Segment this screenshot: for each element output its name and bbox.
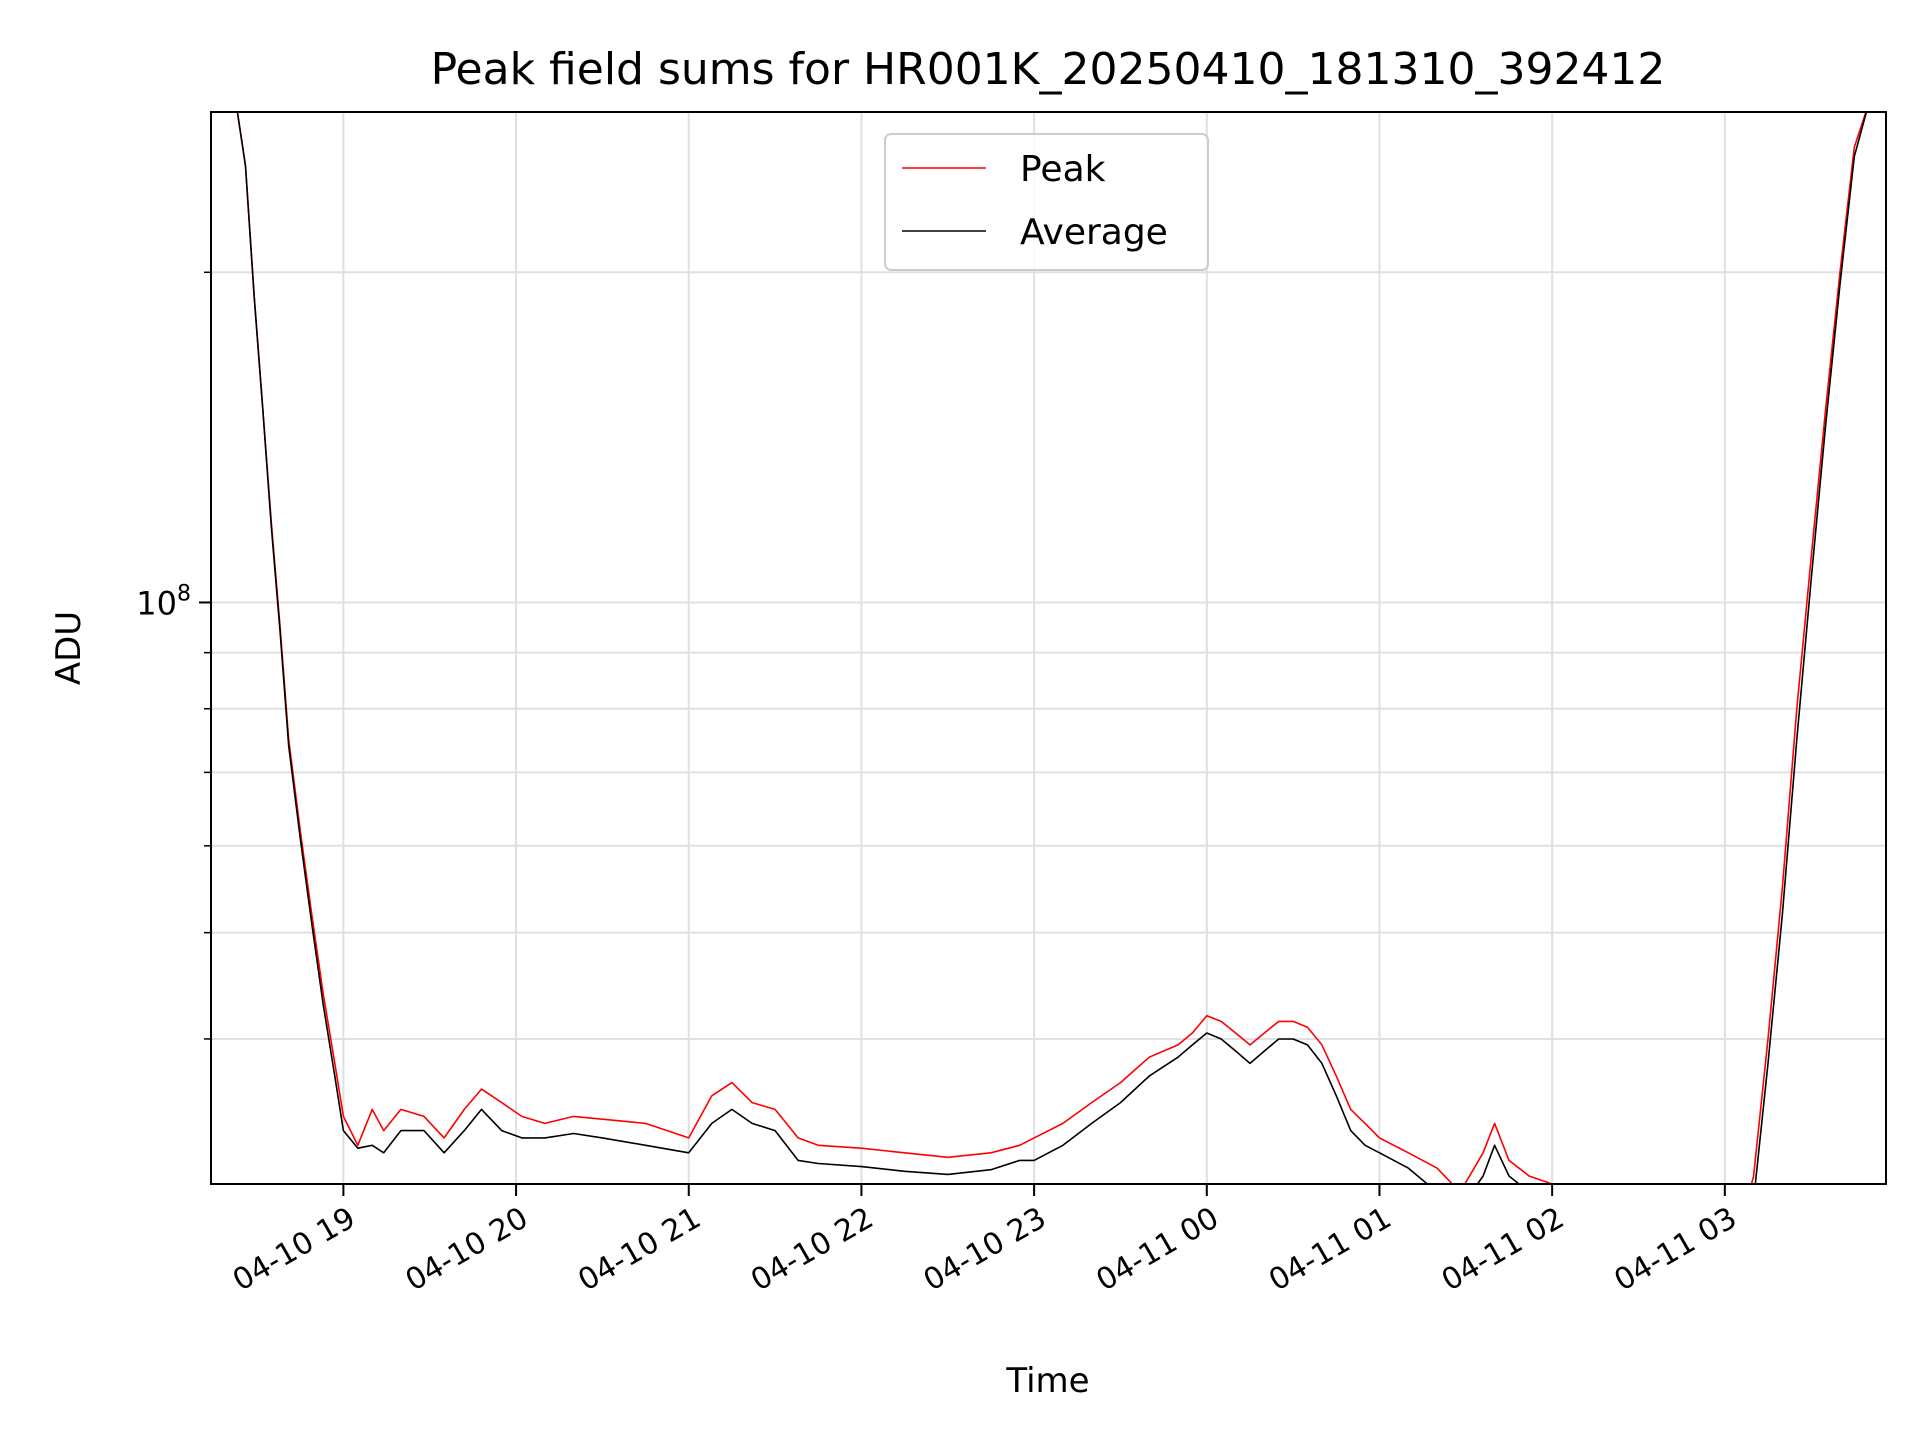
- grid-lines: [211, 112, 1886, 1184]
- plot-frame: [210, 111, 1887, 1185]
- y-axis-ticks: 108: [136, 271, 211, 1040]
- series-lines: [236, 112, 1868, 1184]
- x-axis-label: Time: [1005, 1361, 1089, 1401]
- y-tick-label: 108: [136, 581, 191, 622]
- series-line-peak: [236, 112, 1867, 1184]
- chart-title: Peak field sums for HR001K_20250410_1813…: [431, 44, 1666, 95]
- y-axis-label: ADU: [49, 611, 89, 685]
- legend-label-average: Average: [1020, 212, 1168, 253]
- series-line-average: [236, 112, 1868, 1184]
- legend-label-peak: Peak: [1020, 149, 1106, 190]
- legend: Peak Average: [884, 133, 1209, 271]
